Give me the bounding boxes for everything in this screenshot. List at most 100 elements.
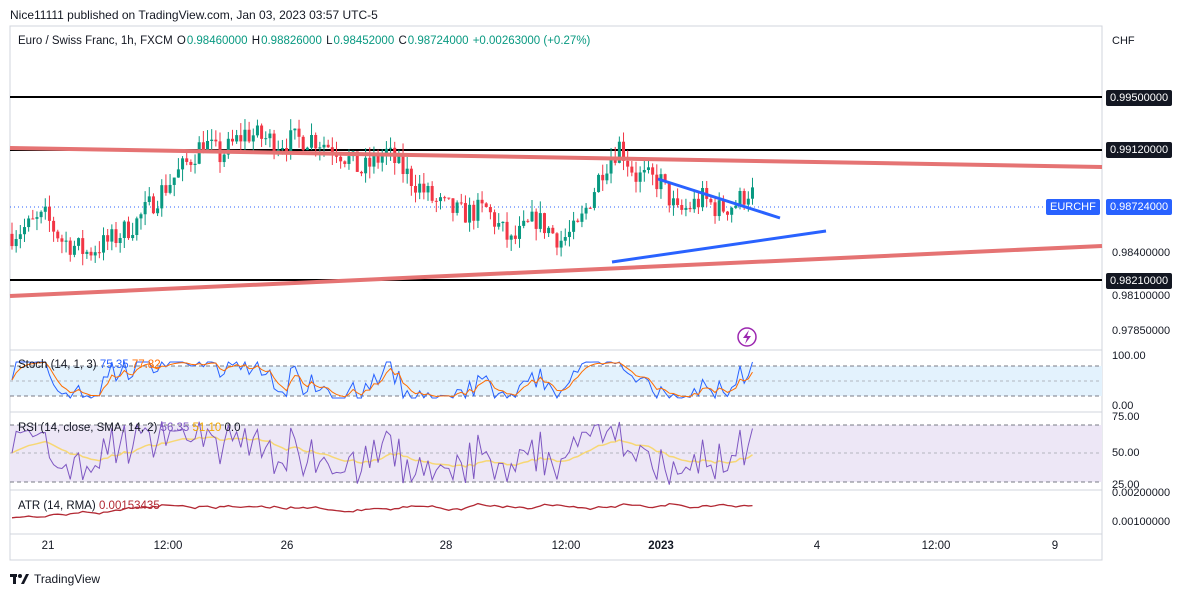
tradingview-logo-icon	[10, 574, 29, 584]
time-label: 12:00	[921, 540, 951, 552]
level-tag-0.995: 0.99500000	[1106, 90, 1173, 106]
change-value: +0.00263000 (+0.27%)	[472, 35, 591, 47]
candle-body	[210, 139, 214, 141]
candle-body	[542, 213, 546, 234]
candle-body	[534, 211, 538, 229]
candle-body	[730, 207, 734, 215]
atr-legend: ATR (14, RMA) 0.00153435	[18, 500, 160, 512]
candle-body	[47, 206, 51, 221]
candle-body	[630, 166, 634, 173]
atr-value: 0.00153435	[98, 500, 160, 512]
candle-body	[322, 144, 326, 148]
tradingview-logo[interactable]: TradingView	[10, 572, 100, 586]
candle-body	[185, 158, 189, 162]
ticker-tag: EURCHF	[1046, 199, 1100, 215]
candle-body	[247, 129, 251, 142]
candle-body	[222, 154, 226, 163]
candle-body	[613, 159, 617, 163]
candle-body	[289, 130, 293, 152]
candle-body	[488, 207, 492, 213]
time-label: 4	[813, 540, 821, 552]
candle-body	[14, 239, 18, 247]
candle-body	[31, 218, 35, 220]
candle-body	[443, 197, 447, 199]
atr-axis-label: 0.00200000	[1112, 487, 1171, 499]
candle-body	[688, 207, 692, 210]
rsi-sma-line	[11, 436, 753, 468]
candle-body	[368, 157, 372, 167]
candle-body	[493, 212, 497, 227]
candle-body	[72, 245, 76, 255]
candle-body	[85, 251, 89, 254]
candle-body	[426, 185, 430, 193]
candle-body	[89, 251, 93, 256]
candle-body	[230, 138, 234, 142]
candle-body	[343, 161, 347, 164]
candle-body	[301, 136, 305, 151]
candle-body	[484, 203, 488, 208]
rsi-axis-label: 75.00	[1112, 411, 1140, 423]
candle-body	[667, 181, 671, 206]
candle-body	[156, 208, 160, 214]
candle-body	[380, 156, 384, 163]
candle-body	[35, 217, 39, 219]
candle-body	[355, 151, 359, 172]
candle-body	[293, 128, 297, 131]
candle-body	[176, 169, 180, 178]
lightning-icon[interactable]	[737, 327, 757, 347]
rsi-axis-label: 25.00	[1112, 479, 1140, 491]
candle-body	[609, 159, 613, 174]
triangle-lower-line	[611, 229, 827, 264]
candle-body	[572, 220, 576, 232]
stoch-d-value: 77.82	[131, 359, 161, 371]
price-label: 0.98100000	[1112, 290, 1171, 302]
candle-body	[455, 202, 459, 213]
candle-body	[405, 168, 409, 175]
candle-body	[193, 163, 197, 165]
candle-body	[505, 221, 509, 240]
candle-body	[364, 157, 368, 174]
candle-body	[10, 233, 14, 247]
candle-body	[147, 196, 151, 203]
candle-body	[384, 148, 388, 157]
candle-body	[501, 221, 505, 224]
candle-body	[310, 134, 314, 148]
candle-body	[750, 187, 754, 199]
candle-body	[646, 167, 650, 170]
open-value: 0.98460000	[186, 35, 248, 47]
candle-body	[459, 202, 463, 204]
last-price-tag: 0.98724000	[1106, 199, 1173, 215]
time-label: 12:00	[153, 540, 183, 552]
candle-body	[680, 205, 684, 210]
candle-body	[272, 133, 276, 153]
currency-label: CHF	[1112, 35, 1135, 47]
candle-body	[626, 160, 630, 167]
stoch-k-line	[11, 360, 753, 400]
candle-body	[605, 173, 609, 181]
candle-body	[359, 171, 363, 174]
price-label: 0.98400000	[1112, 247, 1171, 259]
candle-body	[476, 199, 480, 221]
candle-body	[168, 184, 172, 193]
candle-body	[260, 125, 264, 139]
stoch-d-line	[11, 361, 753, 398]
candle-body	[438, 197, 442, 202]
stoch-legend: Stoch (14, 1, 3) 75.35 77.82	[18, 359, 161, 371]
candle-body	[480, 199, 484, 204]
candle-body	[434, 200, 438, 202]
rsi-axis-label: 50.00	[1112, 447, 1140, 459]
candle-body	[81, 238, 85, 254]
candle-body	[663, 174, 667, 182]
candle-body	[214, 139, 218, 142]
time-label: 2023	[648, 540, 674, 552]
stoch-k-value: 75.35	[99, 359, 129, 371]
candle-body	[497, 223, 501, 227]
candle-body	[601, 174, 605, 181]
candle-body	[285, 148, 289, 152]
rsi-extra-value: 0.0	[224, 422, 241, 434]
candle-body	[239, 135, 243, 142]
candle-body	[206, 140, 210, 152]
candle-body	[709, 198, 713, 203]
candle-body	[451, 198, 455, 213]
